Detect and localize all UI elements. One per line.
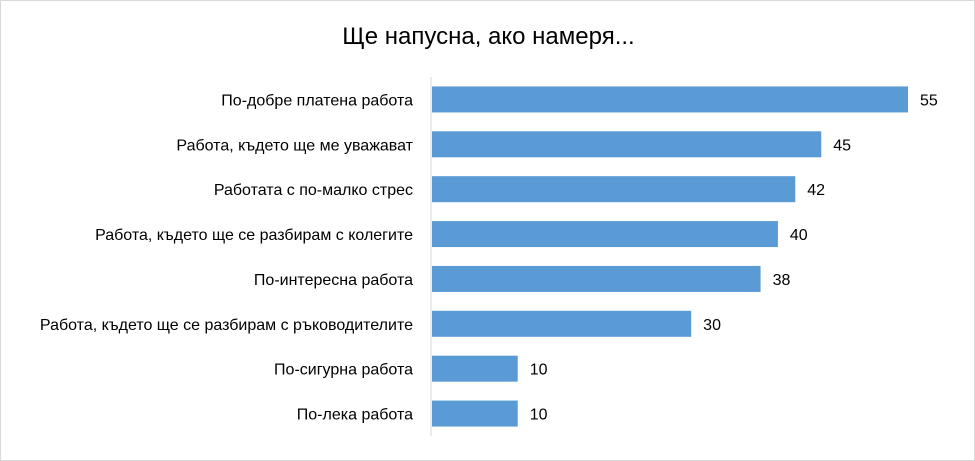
category-label: По-интересна работа — [254, 272, 413, 289]
data-label: 30 — [703, 317, 721, 334]
bar — [432, 355, 518, 382]
data-label: 42 — [807, 182, 825, 199]
category-label: По-добре платена работа — [221, 92, 413, 109]
category-label: По-лека работа — [297, 407, 413, 424]
data-label: 40 — [790, 227, 808, 244]
bar — [432, 310, 692, 337]
chart-title: Ще напусна, ако намеря... — [342, 23, 635, 50]
data-label: 10 — [530, 362, 548, 379]
data-label: 55 — [920, 92, 938, 109]
bar — [432, 131, 822, 158]
category-label: Работата с по-малко стрес — [214, 182, 413, 199]
category-label: Работа, където ще ме уважават — [176, 137, 413, 154]
category-label: Работа, където ще се разбирам с ръководи… — [40, 317, 413, 334]
bar — [432, 221, 778, 248]
category-label: По-сигурна работа — [274, 362, 413, 379]
category-label: Работа, където ще се разбирам с колегите — [95, 227, 413, 244]
data-label: 10 — [530, 407, 548, 424]
data-label: 38 — [773, 272, 791, 289]
data-label: 45 — [833, 137, 851, 154]
value-labels-group: 55 45 42 40 38 30 10 10 — [530, 92, 938, 423]
bar — [432, 400, 518, 427]
bar — [432, 176, 796, 203]
bar — [432, 265, 761, 292]
bar — [432, 86, 908, 113]
category-labels-group: По-добре платена работа Работа, където ще… — [40, 92, 414, 423]
bars-group — [432, 86, 908, 427]
